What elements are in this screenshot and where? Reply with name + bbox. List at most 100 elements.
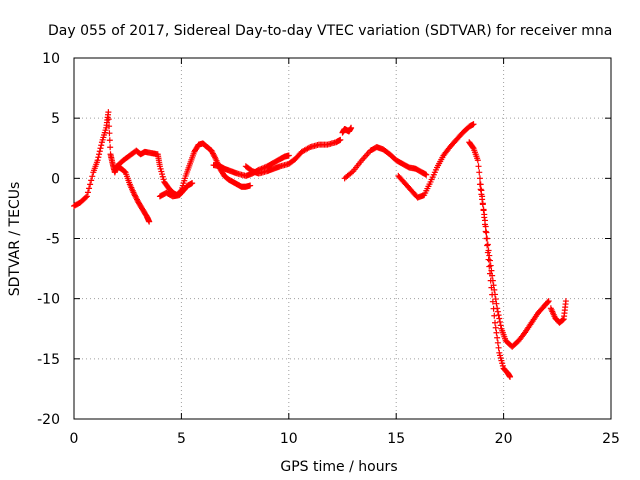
x-tick-label: 5 <box>177 431 186 447</box>
data-point <box>493 300 500 307</box>
axis-ticks <box>73 57 612 420</box>
data-point <box>476 181 483 188</box>
data-point <box>159 173 166 180</box>
data-point <box>497 355 504 362</box>
data-point <box>495 344 502 351</box>
data-point <box>189 180 196 187</box>
data-point <box>560 316 567 323</box>
data-point <box>496 349 503 356</box>
data-point <box>485 256 492 263</box>
data-point <box>156 163 163 170</box>
data-point <box>490 282 497 289</box>
y-tick-label: -5 <box>46 232 60 248</box>
data-point <box>489 277 496 284</box>
data-point <box>423 171 430 178</box>
data-point <box>499 362 506 369</box>
data-point <box>489 298 496 305</box>
data-point <box>105 116 112 123</box>
data-point <box>507 373 514 380</box>
data-point <box>492 296 499 303</box>
data-point <box>476 169 483 176</box>
data-point <box>488 267 495 274</box>
data-point <box>469 144 476 151</box>
data-point <box>483 229 490 236</box>
y-tick-label: 5 <box>51 111 60 127</box>
data-points <box>71 109 569 380</box>
data-point <box>89 173 96 180</box>
data-point <box>82 194 89 201</box>
data-point <box>484 242 491 249</box>
data-point <box>477 186 484 193</box>
data-point <box>484 241 491 248</box>
data-point <box>481 211 488 218</box>
series-arc3 <box>156 180 196 200</box>
data-point <box>485 247 492 254</box>
data-point <box>486 252 493 259</box>
data-point <box>494 305 501 312</box>
data-point <box>470 121 477 128</box>
data-point <box>159 171 166 178</box>
data-point <box>484 235 491 242</box>
data-point <box>482 223 489 230</box>
series-arc5 <box>242 136 344 177</box>
data-point <box>491 312 498 319</box>
data-point <box>495 312 502 319</box>
series-arc1 <box>71 109 153 225</box>
data-point <box>94 157 101 164</box>
data-point <box>487 262 494 269</box>
data-point <box>87 181 94 188</box>
data-point <box>106 123 113 130</box>
data-point <box>562 298 569 305</box>
x-tick-label: 10 <box>280 431 298 447</box>
y-axis-label: SDTVAR / TECUs <box>7 182 23 297</box>
data-point <box>83 193 90 200</box>
data-point <box>545 298 552 305</box>
x-tick-label: 25 <box>602 431 620 447</box>
data-point <box>497 352 504 359</box>
data-point <box>157 165 164 172</box>
data-point <box>479 196 486 203</box>
x-tick-label: 15 <box>387 431 405 447</box>
y-tick-label: -20 <box>37 412 60 428</box>
data-point <box>88 177 95 184</box>
data-point <box>97 145 104 152</box>
data-point <box>492 319 499 326</box>
data-point <box>96 148 103 155</box>
x-tick-label: 0 <box>70 431 79 447</box>
x-axis-label: GPS time / hours <box>280 459 397 475</box>
chart-title: Day 055 of 2017, Sidereal Day-to-day VTE… <box>48 23 612 39</box>
data-point <box>486 257 493 264</box>
data-point <box>494 334 501 341</box>
series-arc6 <box>339 124 355 136</box>
y-tick-label: -15 <box>37 352 60 368</box>
data-point <box>478 191 485 198</box>
data-point <box>247 182 254 189</box>
data-point <box>480 206 487 213</box>
data-point <box>158 168 165 175</box>
data-point <box>84 189 91 196</box>
series-arc8 <box>395 121 477 201</box>
data-point <box>146 218 153 225</box>
data-point <box>348 124 355 131</box>
data-point <box>476 175 483 182</box>
data-point <box>160 176 167 183</box>
data-point <box>479 201 486 208</box>
data-point <box>337 136 344 143</box>
data-point <box>492 291 499 298</box>
data-point <box>491 286 498 293</box>
series-arc10 <box>476 181 552 350</box>
series-arc2 <box>113 140 254 199</box>
data-point <box>499 360 506 367</box>
data-point <box>494 339 501 346</box>
y-tick-label: 10 <box>42 51 60 67</box>
data-point <box>474 157 481 164</box>
data-point <box>497 318 504 325</box>
data-point <box>96 151 103 158</box>
data-point <box>489 272 496 279</box>
data-point <box>493 329 500 336</box>
data-point <box>481 217 488 224</box>
data-point <box>544 298 551 305</box>
y-tick-label: -10 <box>37 292 60 308</box>
data-point <box>492 324 499 331</box>
